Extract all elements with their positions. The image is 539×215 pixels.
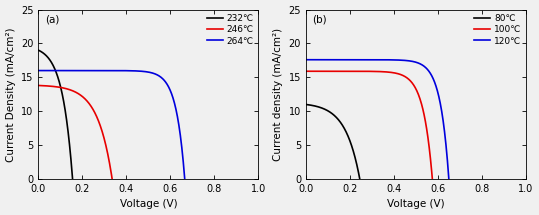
232℃ [60,97,66,100]
100℃ [394,72,400,75]
246℃ [59,86,66,89]
Line: 100℃: 100℃ [306,71,432,179]
Legend: 80℃, 100℃, 120℃: 80℃, 100℃, 120℃ [472,12,523,47]
264℃ [127,69,134,72]
232℃ [35,49,42,52]
232℃ [39,51,46,54]
232℃ [57,83,63,86]
Text: (a): (a) [45,15,59,25]
Y-axis label: Current density (mA/cm²): Current density (mA/cm²) [273,28,283,161]
120℃ [349,58,356,61]
100℃ [353,70,359,72]
80℃ [342,128,348,131]
100℃ [382,71,389,73]
246℃ [89,106,95,109]
Line: 120℃: 120℃ [306,60,449,179]
80℃ [324,109,330,112]
Text: (b): (b) [313,15,327,25]
264℃ [35,69,42,72]
264℃ [53,69,59,72]
80℃ [356,178,363,180]
246℃ [44,85,51,87]
120℃ [360,58,366,61]
246℃ [65,88,71,90]
264℃ [182,178,188,180]
120℃ [303,58,309,61]
Line: 246℃: 246℃ [38,86,112,179]
Line: 264℃: 264℃ [38,71,185,179]
100℃ [429,178,436,180]
X-axis label: Voltage (V): Voltage (V) [120,200,177,209]
80℃ [303,103,309,106]
120℃ [406,60,413,62]
80℃ [320,107,327,110]
X-axis label: Voltage (V): Voltage (V) [387,200,445,209]
120℃ [320,58,326,61]
100℃ [303,70,309,72]
100℃ [344,70,350,72]
Line: 232℃: 232℃ [38,50,73,179]
80℃ [309,104,316,107]
100℃ [318,70,324,72]
Line: 80℃: 80℃ [306,104,360,179]
246℃ [35,84,42,87]
100℃ [395,72,401,75]
120℃ [392,59,399,61]
246℃ [88,106,95,109]
232℃ [60,98,66,100]
232℃ [49,62,55,64]
120℃ [446,178,452,180]
246℃ [109,178,115,180]
80℃ [336,120,343,123]
264℃ [83,69,89,72]
264℃ [93,69,100,72]
264℃ [141,70,147,73]
232℃ [46,58,53,61]
246℃ [81,97,88,100]
232℃ [70,178,76,180]
Y-axis label: Current Density (mA/cm²): Current Density (mA/cm²) [5,27,16,161]
264℃ [142,70,148,73]
Legend: 232℃, 246℃, 264℃: 232℃, 246℃, 264℃ [205,12,255,47]
120℃ [406,60,412,62]
80℃ [342,129,348,131]
